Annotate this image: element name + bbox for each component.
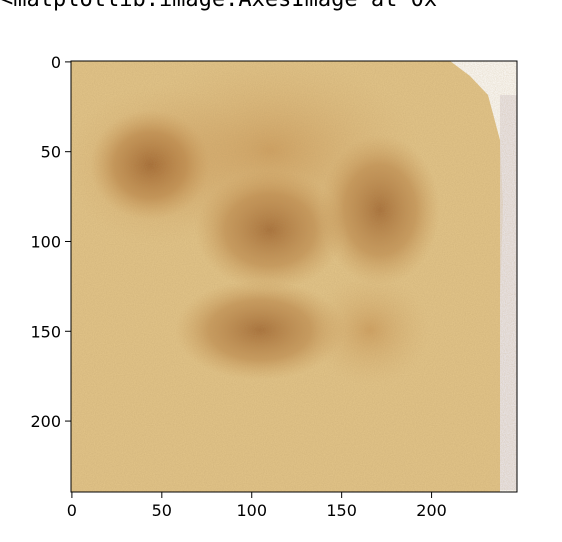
toast-image [71, 61, 517, 492]
y-tick-label: 0 [51, 53, 61, 72]
x-tick-label: 150 [326, 501, 357, 520]
y-tick-label: 100 [30, 232, 61, 251]
x-axis: 0 50 100 150 200 [67, 492, 447, 520]
output-repr-text: <matplotlib.image.AxesImage at 0x [0, 0, 437, 12]
y-axis: 0 50 100 150 200 [30, 53, 71, 431]
x-tick-label: 0 [67, 501, 77, 520]
axes-frame [70, 60, 518, 493]
x-tick-label: 200 [416, 501, 447, 520]
x-tick-label: 50 [152, 501, 172, 520]
x-tick-label: 100 [236, 501, 267, 520]
y-tick-label: 200 [30, 412, 61, 431]
y-tick-label: 150 [30, 322, 61, 341]
grain-texture [71, 61, 517, 492]
y-tick-label: 50 [41, 143, 61, 162]
